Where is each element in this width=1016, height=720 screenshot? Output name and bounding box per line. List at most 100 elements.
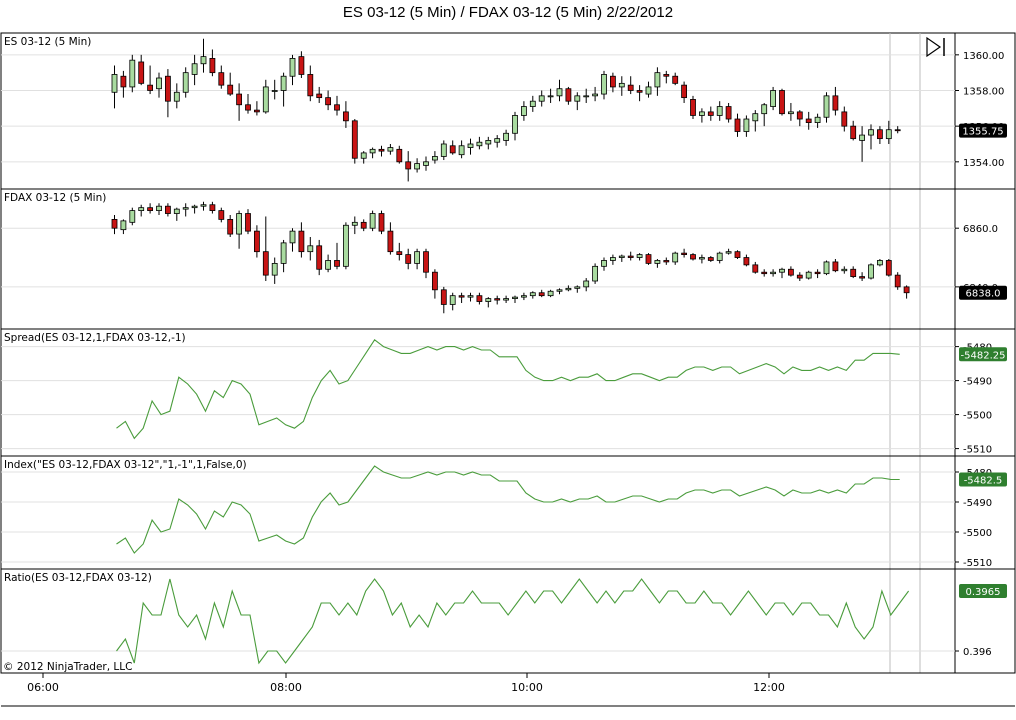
candle-body xyxy=(538,95,545,102)
candle-body xyxy=(636,90,643,93)
candle-body xyxy=(182,72,189,93)
candle-body xyxy=(877,260,883,266)
candle-body xyxy=(164,205,171,214)
candle-body xyxy=(574,95,581,102)
candle-body xyxy=(129,59,136,88)
candle-body xyxy=(289,57,296,77)
candle-body xyxy=(841,268,848,272)
candle-body xyxy=(565,287,572,291)
candle-body xyxy=(120,75,127,88)
candle-body xyxy=(342,111,349,122)
indicator-line xyxy=(116,339,900,440)
candle-body xyxy=(378,213,385,232)
candle-body xyxy=(788,111,794,115)
candle-body xyxy=(707,111,714,116)
candle-body xyxy=(351,221,358,226)
y-tick-label: -5510 xyxy=(963,558,992,569)
candle-body xyxy=(378,148,385,152)
candle-body xyxy=(156,77,162,90)
candle-body xyxy=(423,251,429,273)
candle-body xyxy=(868,129,874,136)
candle-body xyxy=(351,120,358,159)
candle-body xyxy=(440,289,447,305)
candle-body xyxy=(885,260,892,276)
candle-body xyxy=(672,252,679,263)
candle-body xyxy=(832,261,839,272)
candle-body xyxy=(218,72,225,86)
panel-title: Spread(ES 03-12,1,FDAX 03-12,-1) xyxy=(4,332,186,344)
candle-body xyxy=(761,271,768,275)
candle-body xyxy=(592,93,598,97)
candle-body xyxy=(147,207,154,212)
candle-body xyxy=(405,161,412,170)
candle-body xyxy=(574,286,581,289)
play-end-icon[interactable] xyxy=(926,36,942,58)
candle-body xyxy=(396,251,403,256)
y-tick-label: -5500 xyxy=(963,411,992,422)
candle-body xyxy=(699,111,705,116)
candle-body xyxy=(761,104,768,115)
candle-body xyxy=(734,251,741,258)
candle-body xyxy=(334,104,340,111)
candle-body xyxy=(850,268,857,277)
candle-body xyxy=(387,147,394,152)
candle-body xyxy=(716,252,723,261)
candle-body xyxy=(618,82,625,88)
candle-body xyxy=(120,220,127,231)
candle-body xyxy=(431,156,438,161)
candle-body xyxy=(592,265,598,282)
candle-body xyxy=(342,224,349,267)
candle-body xyxy=(156,205,162,211)
y-tick-label: 0.396 xyxy=(963,647,992,658)
candle-body xyxy=(414,251,421,264)
last-value-label: -5482.25 xyxy=(961,350,1006,361)
candle-body xyxy=(503,298,510,301)
candle-body xyxy=(458,145,465,156)
candle-body xyxy=(690,99,696,116)
last-value-label: 0.3965 xyxy=(966,587,1001,598)
candle-body xyxy=(245,213,251,232)
last-value-label: -5482.5 xyxy=(964,476,1003,487)
candle-body xyxy=(663,74,670,77)
y-tick-label: 6860.0 xyxy=(963,224,998,235)
y-tick-label: 1360.00 xyxy=(963,51,1004,62)
candle-body xyxy=(779,268,785,273)
candle-body xyxy=(209,57,216,74)
candle-body xyxy=(841,111,848,127)
candle-body xyxy=(610,75,616,88)
candle-body xyxy=(547,290,554,297)
candle-body xyxy=(467,295,474,298)
x-tick-label: 08:00 xyxy=(270,681,302,694)
candle-body xyxy=(832,95,839,111)
candle-body xyxy=(823,261,830,275)
candle-body xyxy=(699,257,705,260)
candle-body xyxy=(271,262,278,276)
candle-body xyxy=(173,91,180,102)
candle-body xyxy=(716,106,723,116)
candle-body xyxy=(271,90,278,92)
candle-body xyxy=(618,255,625,258)
candle-body xyxy=(796,111,803,120)
panel-title: Ratio(ES 03-12,FDAX 03-12) xyxy=(4,572,152,584)
y-tick-label: -5490 xyxy=(963,377,992,388)
candle-body xyxy=(734,118,741,132)
candle-body xyxy=(752,113,759,122)
candle-body xyxy=(200,204,207,207)
candle-body xyxy=(601,74,607,95)
candle-body xyxy=(325,260,332,270)
candle-body xyxy=(770,271,776,275)
candle-body xyxy=(191,63,198,75)
candle-body xyxy=(538,292,545,297)
panel-title: Index("ES 03-12,FDAX 03-12","1,-1",1,Fal… xyxy=(4,459,247,471)
last-value-badge xyxy=(959,472,1007,487)
indicator-line xyxy=(116,578,910,665)
candle-body xyxy=(823,95,830,118)
candle-body xyxy=(476,141,483,147)
y-tick-label: -5490 xyxy=(963,498,992,509)
candle-body xyxy=(814,271,821,275)
candle-body xyxy=(636,254,643,258)
candle-body xyxy=(627,255,634,258)
candle-body xyxy=(725,251,732,254)
candle-body xyxy=(245,104,251,111)
